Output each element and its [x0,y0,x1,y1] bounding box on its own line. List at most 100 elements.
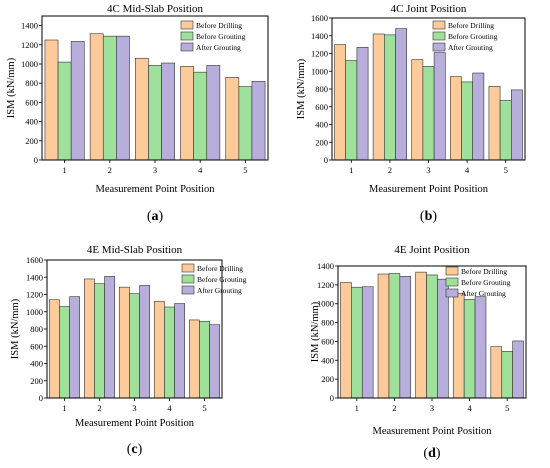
y-tick-label: 800 [315,84,328,94]
y-tick-label: 1200 [317,280,334,290]
x-tick-label: 1 [62,165,66,175]
panel-label: (c) [127,442,143,457]
y-tick-label: 600 [25,97,38,107]
x-axis-label: Measurement Point Position [75,418,195,429]
y-tick-label: 1000 [317,299,334,309]
y-tick-label: 1000 [21,59,38,69]
x-tick-label: 1 [355,403,359,413]
x-tick-label: 3 [132,403,136,413]
x-tick-label: 2 [392,403,396,413]
y-tick-label: 200 [321,374,334,384]
x-tick-label: 1 [349,165,353,175]
x-tick-label: 5 [243,165,247,175]
bar [48,299,60,399]
chart-title: 4E Joint Position [394,244,470,256]
x-tick-label: 2 [97,403,101,413]
y-tick-label: 800 [30,324,43,334]
bar [340,282,352,399]
series-after-grouting [69,276,221,399]
y-tick-label: 400 [25,117,38,127]
panel-label: (a) [147,209,164,224]
y-tick-label: 200 [315,137,328,147]
bar [70,41,85,161]
x-axis-label: Measurement Point Position [369,184,489,195]
y-tick-label: 0 [324,155,328,165]
legend-label: After Grouting [461,289,506,298]
bar [351,286,363,399]
chart-title: 4C Mid-Slab Position [107,3,203,15]
legend-label: After Grouting [196,43,241,52]
bar [433,52,446,161]
x-tick-label: 4 [198,165,203,175]
panel-letter: d [428,446,436,461]
bar [415,271,427,399]
bar [345,60,358,161]
chart-panel-1: 4C Mid-Slab Position 0 200 400 600 800 1000 120… [6,3,269,224]
y-tick-label: 1600 [311,13,328,23]
y-tick-label: 600 [321,336,334,346]
bar [139,285,151,399]
x-tick-label: 2 [108,165,112,175]
y-tick-label: 1200 [21,40,38,50]
legend-label: After Grouting [197,286,242,295]
bar [59,306,70,399]
legend-label: Before Grouting [196,32,246,41]
series-before-grouting [57,35,253,161]
x-axis-label: Measurement Point Position [96,184,216,195]
bar [422,66,435,161]
x-tick-label: 4 [465,165,470,175]
bar [488,86,501,161]
y-tick-label: 0 [34,155,38,165]
x-tick-label: 3 [430,403,434,413]
y-axis-label: ISM (kN/mm) [10,298,21,359]
bar [188,319,200,399]
bar [116,35,130,161]
legend-swatch [432,20,446,30]
bar [399,276,412,399]
bar [452,293,465,399]
bar [83,278,95,399]
legend-swatch [445,277,459,287]
y-tick-label: 1400 [26,272,43,282]
chart-title: 4C Joint Position [391,3,467,15]
y-tick-label: 400 [30,359,43,369]
legend: Before Drilling Before Grouting After Grou… [432,20,498,52]
x-tick-label: 2 [388,165,392,175]
bar [372,33,385,161]
bar [153,301,165,399]
bar [356,46,369,161]
bar [510,89,523,161]
bar [135,57,149,161]
bar [474,296,487,399]
bar [180,66,194,161]
bar [193,71,208,161]
bar [377,273,390,399]
bar [209,324,221,399]
legend-swatch [181,274,195,284]
bar [463,299,476,399]
y-tick-label: 400 [321,355,334,365]
bar [501,351,513,399]
chart-panel-3: 4E Mid-Slab Position 0 200 400 600 800 1000 120… [10,244,247,457]
bar [388,273,401,399]
y-axis-label: ISM (kN/mm) [310,301,321,362]
y-axis-label: ISM (kN/mm) [6,57,17,118]
y-tick-label: 1600 [26,255,43,265]
y-tick-label: 1400 [317,261,334,271]
legend-label: Before Drilling [461,267,507,276]
bar [174,303,186,399]
bar [199,320,210,399]
bar [238,86,253,161]
bar [161,62,175,161]
legend-swatch [181,263,195,273]
bar [164,306,175,399]
legend-swatch [432,42,446,52]
bar [450,76,462,161]
y-tick-label: 800 [321,318,334,328]
y-tick-label: 1200 [26,290,43,300]
chart-title: 4E Mid-Slab Position [87,244,183,256]
series-after-grouting [70,35,266,161]
x-tick-label: 4 [167,403,172,413]
y-tick-label: 0 [39,393,43,403]
